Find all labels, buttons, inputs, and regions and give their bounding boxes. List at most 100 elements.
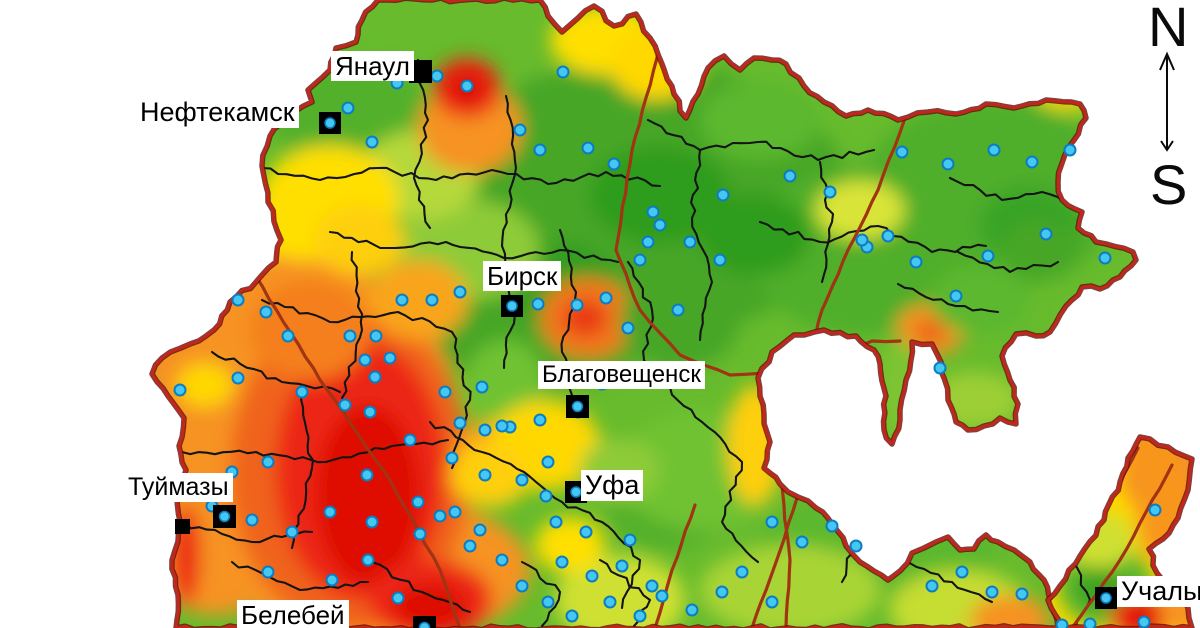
city-label-neftekamsk: Нефтекамск xyxy=(136,97,299,129)
monitoring-point-dot xyxy=(338,398,352,412)
monitoring-point-dot xyxy=(368,370,382,384)
road-line xyxy=(1070,463,1174,628)
monitoring-point-dot xyxy=(599,291,613,305)
district-boundary xyxy=(660,380,760,564)
city-label-blagoveshchensk: Благовещенск xyxy=(538,361,705,389)
monitoring-point-dot xyxy=(1055,618,1069,628)
monitoring-point-dot xyxy=(395,293,409,307)
monitoring-point-dot xyxy=(438,385,452,399)
district-boundary xyxy=(500,94,518,370)
monitoring-point-dot xyxy=(515,579,529,593)
heat-blob xyxy=(970,595,1050,628)
monitoring-point-dot xyxy=(556,65,570,79)
compass-south-label: S xyxy=(1150,153,1188,216)
monitoring-point-dot xyxy=(295,385,309,399)
monitoring-point-dot xyxy=(341,101,355,115)
monitoring-point-dot xyxy=(541,595,555,609)
monitoring-point-dot xyxy=(475,380,489,394)
monitoring-point-dot xyxy=(383,351,397,365)
city-label-birsk: Бирск xyxy=(483,261,562,292)
monitoring-point-dot xyxy=(539,489,553,503)
main-region-heat-blobs xyxy=(152,5,1120,628)
district-boundary xyxy=(260,298,454,334)
heat-blob xyxy=(590,147,730,243)
heat-blob xyxy=(1000,220,1080,280)
city-square-dot xyxy=(570,486,582,498)
monitoring-point-dot xyxy=(581,141,595,155)
monitoring-point-dot xyxy=(323,505,337,519)
city-square-marker xyxy=(175,519,190,534)
compass-arrow-head xyxy=(1159,51,1175,71)
heat-blob xyxy=(368,260,468,340)
monitoring-point-dot xyxy=(623,533,637,547)
monitoring-point-dot xyxy=(261,455,275,469)
district-boundary xyxy=(690,148,714,342)
monitoring-point-dot xyxy=(715,585,729,599)
monitoring-point-dot xyxy=(579,525,593,539)
monitoring-point-dot xyxy=(716,188,730,202)
monitoring-point-dot xyxy=(363,405,377,419)
heat-blob xyxy=(700,195,810,275)
district-boundary xyxy=(428,420,642,610)
monitoring-point-dot xyxy=(633,253,647,267)
city-square-dot xyxy=(571,400,584,413)
monitoring-point-dot xyxy=(925,579,939,593)
monitoring-point-dot xyxy=(621,321,635,335)
monitoring-point-dot xyxy=(533,413,547,427)
monitoring-point-dot xyxy=(1148,503,1162,517)
heat-blob xyxy=(1120,437,1180,480)
city-label-tuymazy: Туймазы xyxy=(124,473,233,502)
monitoring-point-dot xyxy=(533,143,547,157)
monitoring-point-dot xyxy=(765,595,779,609)
monitoring-point-dot xyxy=(855,233,869,247)
monitoring-point-dot xyxy=(641,235,655,249)
district-boundary xyxy=(758,220,988,254)
monitoring-point-dot xyxy=(365,515,379,529)
monitoring-point-dot xyxy=(515,473,529,487)
monitoring-point-dot xyxy=(445,451,459,465)
monitoring-point-dot xyxy=(823,185,837,199)
monitoring-point-dot xyxy=(655,589,669,603)
monitoring-point-dot xyxy=(1039,227,1053,241)
monitoring-point-dot xyxy=(585,569,599,583)
monitoring-point-dot xyxy=(453,416,467,430)
city-square-dot xyxy=(324,117,336,129)
monitoring-point-dot xyxy=(895,145,909,159)
monitoring-point-dot xyxy=(531,297,545,311)
city-label-belebey: Белебей xyxy=(237,600,349,628)
monitoring-point-dot xyxy=(987,143,1001,157)
monitoring-point-dot xyxy=(285,525,299,539)
monitoring-point-dot xyxy=(671,303,685,317)
monitoring-point-dot xyxy=(495,419,509,433)
heat-blob xyxy=(620,270,740,370)
road-line xyxy=(750,496,799,628)
monitoring-point-dot xyxy=(1098,251,1112,265)
compass-north-label: N xyxy=(1148,0,1189,58)
city-label-uchaly: Учалы xyxy=(1117,576,1200,608)
city-square-dot xyxy=(1100,592,1112,604)
monitoring-point-dot xyxy=(433,509,447,523)
city-square-dot xyxy=(218,510,231,523)
monitoring-point-dot xyxy=(343,329,357,343)
monitoring-point-dot xyxy=(463,539,477,553)
monitoring-point-dot xyxy=(985,585,999,599)
transural-strip-border xyxy=(1046,435,1194,628)
road-line xyxy=(653,503,697,628)
monitoring-point-dot xyxy=(849,539,863,553)
monitoring-point-dot xyxy=(549,515,563,529)
monitoring-point-dot xyxy=(413,527,427,541)
monitoring-point-dot xyxy=(941,157,955,171)
heat-blob xyxy=(915,320,945,344)
monitoring-point-dot xyxy=(825,519,839,533)
heat-blob xyxy=(316,405,420,585)
district-boundary xyxy=(260,166,662,188)
heat-blob xyxy=(750,165,970,335)
monitoring-point-dot xyxy=(403,433,417,447)
monitoring-point-dot xyxy=(570,298,584,312)
monitoring-point-dot xyxy=(685,603,699,617)
heat-blob xyxy=(177,363,233,407)
monitoring-point-dot xyxy=(358,353,372,367)
main-region-border xyxy=(150,0,1138,628)
